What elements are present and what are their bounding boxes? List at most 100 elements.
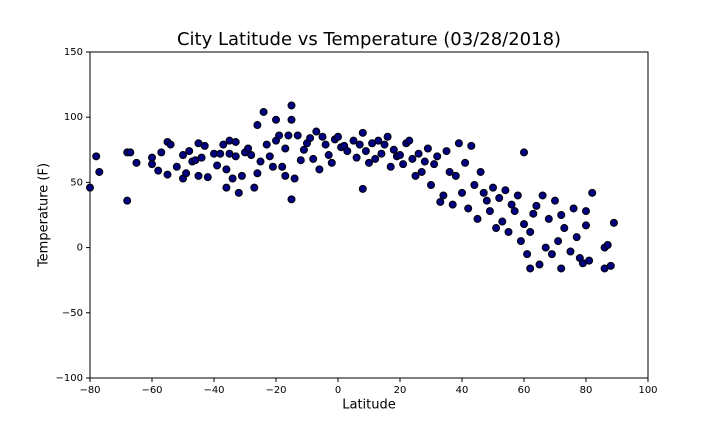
point <box>445 167 454 176</box>
point <box>237 171 246 180</box>
point <box>448 200 457 209</box>
point <box>231 137 240 146</box>
point <box>513 191 522 200</box>
point <box>222 183 231 192</box>
point <box>427 181 435 190</box>
point <box>148 153 156 162</box>
point <box>253 121 262 130</box>
point <box>461 158 470 167</box>
point <box>234 188 243 197</box>
point <box>458 188 466 197</box>
point <box>436 197 445 206</box>
point <box>275 131 284 140</box>
point <box>609 218 618 227</box>
point <box>380 140 389 149</box>
point <box>244 144 253 153</box>
x-axis-label: Latitude <box>342 398 396 413</box>
point <box>268 162 277 171</box>
point <box>582 221 590 230</box>
point <box>414 149 423 158</box>
point <box>399 160 408 169</box>
point <box>451 171 460 180</box>
point <box>213 161 222 170</box>
point <box>504 227 513 236</box>
point <box>247 151 256 160</box>
point <box>442 147 451 156</box>
point <box>473 214 482 223</box>
point <box>265 152 274 161</box>
x-tick-label: 40 <box>456 385 469 396</box>
x-tick-label: 100 <box>638 385 657 396</box>
point <box>526 264 535 273</box>
point <box>510 207 519 216</box>
point <box>386 162 395 171</box>
point <box>454 139 463 148</box>
point <box>321 140 330 149</box>
x-tick-label: 20 <box>394 385 407 396</box>
x-tick-label: −80 <box>79 385 100 396</box>
y-tick-label: −50 <box>62 308 83 319</box>
point <box>312 127 321 136</box>
point <box>374 136 383 145</box>
point <box>203 173 212 182</box>
point <box>228 174 237 183</box>
point <box>262 140 271 149</box>
point <box>566 247 575 256</box>
point <box>334 132 342 141</box>
point <box>355 140 364 149</box>
point <box>126 148 135 157</box>
point <box>299 145 308 154</box>
point <box>172 162 181 171</box>
point <box>154 166 163 175</box>
x-tick-label: 0 <box>335 385 341 396</box>
point <box>290 174 299 183</box>
point <box>200 141 209 150</box>
point <box>148 160 156 169</box>
point <box>296 156 305 165</box>
point <box>95 167 104 176</box>
point <box>479 188 488 197</box>
point <box>389 145 398 154</box>
point <box>482 196 491 205</box>
x-tick-label: −20 <box>265 385 286 396</box>
point <box>361 147 370 156</box>
point <box>396 151 404 160</box>
point <box>507 200 516 209</box>
point <box>532 201 541 210</box>
point <box>315 165 324 174</box>
point <box>318 132 327 141</box>
plot-frame <box>89 51 649 379</box>
point <box>182 169 191 178</box>
point <box>166 140 175 149</box>
point <box>365 158 373 167</box>
point <box>284 131 293 140</box>
point <box>557 264 566 273</box>
point <box>498 217 507 226</box>
y-tick-label: 100 <box>64 112 83 123</box>
point <box>163 170 172 179</box>
point <box>324 151 333 160</box>
y-tick-label: −100 <box>56 373 83 384</box>
point <box>541 243 550 252</box>
point <box>377 149 386 158</box>
point <box>293 131 302 140</box>
point <box>352 153 361 162</box>
point <box>582 207 590 216</box>
point <box>417 167 426 176</box>
point <box>476 167 485 176</box>
x-tick-label: 80 <box>580 385 593 396</box>
point <box>92 152 101 161</box>
point <box>560 224 569 233</box>
point <box>520 148 528 157</box>
point <box>281 144 290 153</box>
point <box>430 160 439 169</box>
point <box>535 260 544 269</box>
point <box>132 158 141 167</box>
point <box>327 158 336 167</box>
point <box>287 115 296 124</box>
point <box>281 171 290 180</box>
point <box>194 171 203 180</box>
point <box>551 196 559 205</box>
point <box>547 250 556 259</box>
point <box>467 141 476 150</box>
